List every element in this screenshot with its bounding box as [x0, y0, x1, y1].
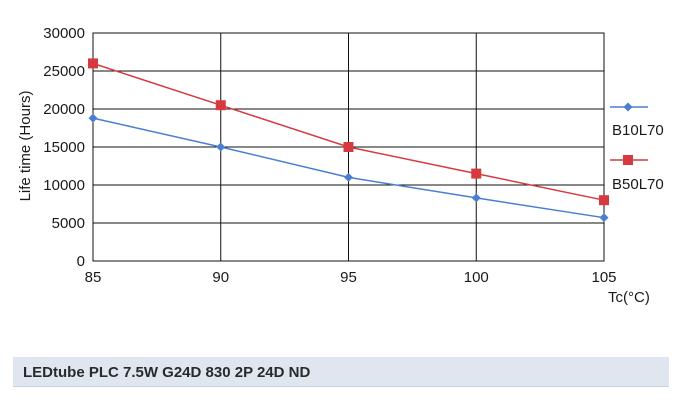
x-tick-labels: 85 90 95 100 105 [85, 269, 617, 286]
x-tick-label: 100 [464, 269, 489, 286]
data-point-b50l70 [88, 58, 98, 69]
series-lines [88, 58, 609, 223]
data-point-b10l70 [88, 113, 98, 123]
data-point-b10l70 [471, 193, 481, 203]
grid [92, 32, 605, 262]
y-tick-label: 15000 [43, 139, 85, 156]
y-tick-label: 0 [77, 253, 85, 270]
legend: B10L70 B50L70 [610, 102, 664, 193]
y-tick-label: 25000 [43, 63, 85, 80]
y-tick-label: 10000 [43, 177, 85, 194]
x-tick-label: 90 [212, 269, 229, 286]
legend-marker-b10l70 [623, 102, 633, 112]
product-caption-bar: LEDtube PLC 7.5W G24D 830 2P 24D ND [13, 357, 669, 387]
y-tick-label: 20000 [43, 101, 85, 118]
data-point-b10l70 [599, 213, 609, 223]
data-point-b10l70 [344, 172, 353, 182]
data-point-b50l70 [343, 142, 354, 152]
plot-frame [92, 32, 605, 262]
legend-marker-b50l70 [623, 155, 633, 165]
y-tick-labels: 0 5000 10000 15000 20000 25000 30000 [43, 25, 85, 270]
x-axis-label: Tc(°C) [608, 289, 650, 306]
legend-label-b50l70: B50L70 [612, 176, 664, 193]
x-tick-label: 85 [85, 269, 102, 286]
data-point-b10l70 [216, 142, 226, 152]
life-time-chart: 0 5000 10000 15000 20000 25000 30000 85 90 95 100… [17, 25, 664, 306]
y-axis-label: Life time (Hours) [17, 91, 34, 202]
y-tick-label: 5000 [52, 215, 85, 232]
data-point-b50l70 [471, 168, 482, 179]
product-caption: LEDtube PLC 7.5W G24D 830 2P 24D ND [23, 364, 311, 381]
data-point-b50l70 [599, 195, 609, 206]
y-tick-label: 30000 [43, 25, 85, 42]
x-tick-label: 105 [591, 269, 616, 286]
data-point-b50l70 [215, 100, 226, 111]
x-tick-label: 95 [340, 269, 357, 286]
legend-label-b10l70: B10L70 [612, 122, 664, 139]
